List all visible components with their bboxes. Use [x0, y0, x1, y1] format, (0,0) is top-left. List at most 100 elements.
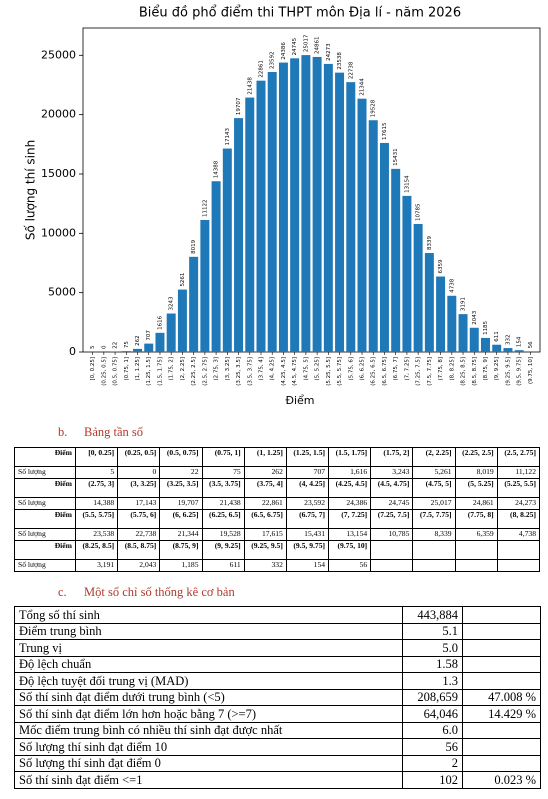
- bin-count: 25,017: [412, 497, 456, 510]
- value-label: 6359: [438, 259, 444, 273]
- stats-row: Điểm trung bình 5.1: [14, 622, 541, 640]
- empty-cell: [370, 559, 414, 572]
- value-label: 19707: [236, 97, 242, 115]
- chart: Biểu đồ phổ điểm thi THPT môn Địa lí - n…: [24, 6, 541, 407]
- bar: [379, 142, 389, 352]
- bin-label: (4.25, 4.5]: [328, 478, 372, 498]
- value-label: 19528: [371, 99, 377, 117]
- section-title: Một số chỉ số thống kê cơ bản: [84, 585, 235, 599]
- bin-count: 14,388: [74, 497, 119, 510]
- bin-label: (1, 1.25]: [243, 447, 287, 467]
- bin-label: (3.5, 3.75]: [201, 478, 245, 498]
- stat-value: 208,659: [402, 688, 463, 706]
- value-label: 707: [146, 330, 152, 341]
- bin-label: (0.25, 0.5]: [117, 447, 161, 467]
- y-tick-label: 0: [69, 345, 76, 358]
- x-tick-label: (3.75, 4]: [258, 357, 264, 381]
- stat-name: Số thí sinh đạt điểm <=1: [14, 771, 403, 789]
- empty-cell: [462, 738, 541, 756]
- x-tick-label: (8.75, 9]: [483, 357, 489, 381]
- y-tick-label: 20000: [41, 108, 76, 121]
- bin-label: (9.75, 10]: [328, 540, 372, 560]
- value-label: 11122: [202, 200, 208, 218]
- value-label: 10785: [416, 203, 422, 221]
- stat-name: Điểm trung bình: [14, 622, 403, 640]
- section-heading: b. Bảng tần số: [58, 425, 143, 440]
- stat-value: 102: [402, 771, 463, 789]
- empty-cell: [462, 639, 541, 657]
- x-tick-label: (9.75, 10]: [528, 357, 534, 384]
- x-tick-label: [0, 0.25]: [90, 357, 96, 381]
- value-label: 24861: [315, 36, 321, 54]
- x-tick-label: (7.75, 8]: [438, 357, 444, 381]
- x-tick-label: (4.25, 4.5]: [281, 357, 287, 386]
- bar: [267, 72, 277, 353]
- bar: [424, 253, 434, 352]
- x-tick-label: (7.25, 7.5]: [416, 357, 422, 386]
- bin-count: 4,738: [496, 528, 541, 541]
- value-label: 4738: [449, 278, 455, 292]
- bar: [447, 295, 457, 352]
- bar: [346, 82, 356, 352]
- bin-label: (7.25, 7.5]: [370, 509, 414, 529]
- section-label: c.: [58, 585, 67, 599]
- count-row: Số lượng 5 0 22 75 262 707 1,616 3,243 5,261 8,019…: [14, 466, 541, 479]
- value-label: 25017: [303, 34, 309, 52]
- stats-row: Độ lệch tuyệt đối trung vị (MAD) 1.3: [14, 672, 541, 690]
- bar: [144, 343, 154, 352]
- stat-name: Độ lệch chuẩn: [14, 655, 403, 673]
- stat-value: 1.58: [402, 655, 463, 673]
- empty-cell: [454, 559, 498, 572]
- bin-label: (6, 6.25]: [159, 509, 203, 529]
- bin-label: (3.75, 4]: [243, 478, 287, 498]
- x-tick-label: (8, 8.25]: [449, 357, 455, 381]
- bar: [458, 314, 468, 352]
- row-label: Số lượng: [14, 466, 76, 479]
- x-tick-label: (6.5, 6.75]: [382, 357, 388, 386]
- y-tick-label: 25000: [41, 48, 76, 61]
- stat-value: 5.0: [402, 639, 463, 657]
- value-label: 3191: [461, 297, 467, 311]
- bar: [290, 58, 300, 352]
- section-title: Bảng tần số: [84, 425, 144, 439]
- stat-percent: 14.429 %: [462, 705, 541, 723]
- x-tick-label: (3.25, 3.5]: [236, 357, 242, 386]
- stat-percent: 0.023 %: [462, 771, 541, 789]
- bar: [357, 98, 367, 353]
- empty-cell: [462, 721, 541, 739]
- value-label: 3243: [169, 296, 175, 310]
- x-tick-label: (5, 5.25]: [315, 357, 321, 381]
- section-heading: c. Một số chỉ số thống kê cơ bản: [58, 585, 235, 600]
- row-label: Điểm: [14, 478, 76, 498]
- value-label: 15431: [393, 148, 399, 166]
- row-label: Điểm: [14, 509, 76, 529]
- row-label: Điểm: [14, 447, 76, 467]
- bin-count: 8,339: [412, 528, 456, 541]
- bin-count: 23,538: [74, 528, 119, 541]
- x-tick-label: (0.25, 0.5]: [101, 357, 107, 386]
- empty-cell: [462, 606, 541, 624]
- bin-count: 17,615: [243, 528, 287, 541]
- bar: [301, 55, 311, 353]
- value-label: 24745: [292, 37, 298, 55]
- bin-count: 707: [285, 466, 330, 479]
- value-label: 1185: [483, 320, 489, 334]
- bin-count: 6,359: [454, 528, 498, 541]
- bar: [121, 351, 131, 352]
- value-label: 21438: [247, 77, 253, 95]
- stat-name: Mốc điểm trung bình có nhiều thí sinh đạ…: [14, 721, 403, 739]
- bin-count: 56: [328, 559, 372, 572]
- x-tick-label: (3, 3.25]: [225, 357, 231, 381]
- value-label: 1616: [157, 315, 163, 329]
- bin-label: (9.5, 9.75]: [285, 540, 330, 560]
- stat-name: Số lượng thí sinh đạt điểm 0: [14, 754, 403, 772]
- value-label: 8339: [427, 236, 433, 250]
- bin-label: [0, 0.25]: [74, 447, 119, 467]
- bin-label: (9, 9.25]: [201, 540, 245, 560]
- bin-count: 1,185: [159, 559, 203, 572]
- x-tick-label: (3.5, 3.75]: [247, 357, 253, 386]
- bin-label: (4.75, 5]: [412, 478, 456, 498]
- empty-cell: [462, 655, 541, 673]
